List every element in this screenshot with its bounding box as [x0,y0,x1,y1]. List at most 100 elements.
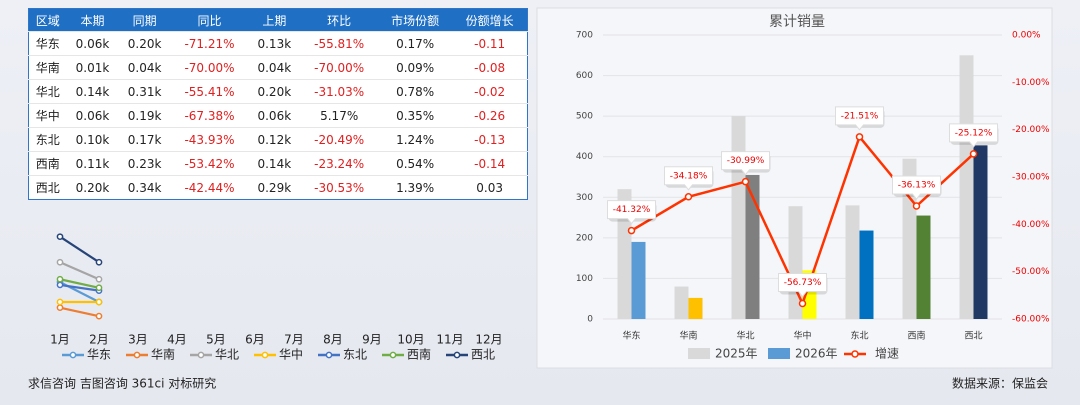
point [56,275,64,283]
column-header: 市场份额 [377,8,453,32]
table-cell: -70.00% [170,55,249,80]
column-header: 同期 [118,8,171,32]
column-header: 份额增长 [452,8,528,32]
bar [617,189,632,319]
table-cell: -55.41% [170,79,249,104]
x-tick-label: 东北 [850,330,868,342]
table-cell: 0.13k [248,31,301,56]
x-tick-label: 6月 [245,333,265,347]
table-cell: 0.29k [248,175,301,200]
table-cell: -67.38% [170,103,249,128]
y2-tick-label: -50.00% [1012,267,1050,277]
x-tick-label: 11月 [436,333,463,347]
legend-marker [851,350,859,358]
table-cell: 0.31k [118,79,171,104]
point [56,258,64,266]
table-cell: 0.14k [66,79,119,104]
data-table: 区域 本期 同期 同比 上期 环比 市场份额 份额增长 华东 0.06k 0.20k -71.21% 0… [28,8,528,200]
x-tick-label: 西南 [907,330,925,342]
data-label: -30.99% [727,156,765,166]
x-tick-label: 8月 [323,333,343,347]
table-cell: 华南 [28,55,67,80]
table-cell: 0.20k [248,79,301,104]
table-cell: -31.03% [300,79,378,104]
label-box [835,106,884,131]
bar [631,241,646,319]
y2-tick-label: -40.00% [1012,220,1050,230]
label-box [778,273,827,298]
point [969,150,978,158]
bar [731,116,746,320]
legend-label: 华南 [151,347,175,362]
table-cell: 0.19k [118,103,171,128]
x-tick-label: 4月 [167,333,187,347]
point [912,202,921,210]
table-cell: -0.08 [452,55,528,80]
data-label: -25.12% [955,128,993,138]
x-tick-label: 华南 [679,330,697,342]
y2-tick-label: -30.00% [1012,173,1050,183]
point [56,304,64,311]
legend-label: 华东 [87,348,111,362]
table-row: 东北 0.10k 0.17k -43.93% 0.12k -20.49% 1.24% -0.1… [28,127,528,152]
table-cell: 0.78% [377,79,453,104]
y-tick-label: 200 [576,233,593,243]
x-tick-label: 7月 [284,333,304,347]
table-cell: -20.49% [300,127,378,152]
legend-label: 增速 [875,347,899,361]
bar [688,297,703,319]
table-row: 华南 0.01k 0.04k -70.00% 0.04k -70.00% 0.09% -0.0… [28,55,528,80]
legend-marker [261,351,269,359]
table-cell: 0.20k [118,31,171,56]
legend-label: 2025年 [715,347,758,361]
bar [674,286,689,319]
legend-label: 西南 [407,347,431,362]
legend-marker [133,351,141,359]
bar [845,205,860,319]
table-cell: 0.01k [66,55,119,80]
table-cell: 0.12k [248,127,301,152]
table-row: 华东 0.06k 0.20k -71.21% 0.13k -55.81% 0.17% -0.1… [28,31,528,56]
y-tick-label: 300 [576,193,593,203]
series-line [59,283,100,292]
table-cell: -0.02 [452,79,528,104]
table-cell: 西北 [28,175,67,200]
table-cell: 东北 [28,127,67,152]
x-tick-label: 9月 [362,333,382,347]
data-label: -21.51% [841,111,879,121]
y-tick-label: 700 [576,31,593,41]
table-cell: 5.17% [300,103,378,128]
legend-swatch [768,348,790,359]
bar [902,158,917,319]
column-header: 区域 [28,8,67,32]
legend-marker [389,351,397,359]
table-cell: 0.04k [118,55,171,80]
point [56,281,64,289]
point [56,233,64,241]
legend-label: 东北 [343,348,367,362]
table-cell: -53.42% [170,151,249,176]
point [56,298,64,306]
table-cell: 0.35% [377,103,453,128]
column-header: 上期 [248,8,301,32]
table-cell: -0.11 [452,31,528,56]
table-cell: 西南 [28,151,67,176]
table-cell: 0.34k [118,175,171,200]
point [798,299,807,308]
table-cell: 0.17% [377,31,453,56]
table-cell: 0.06k [248,103,301,128]
y-tick-label: 400 [576,152,593,162]
label-box [949,123,998,148]
table-cell: 0.03 [452,175,528,200]
legend-marker [69,351,77,359]
footer-right: 数据来源：保监会 [952,376,1048,391]
table-cell: -0.13 [452,127,528,152]
y-tick-label: 100 [576,274,593,284]
bar [745,174,760,319]
legend-marker [197,351,205,359]
table-cell: 0.11k [66,151,119,176]
point [741,177,750,186]
column-header: 同比 [170,8,249,32]
bar [959,55,974,320]
